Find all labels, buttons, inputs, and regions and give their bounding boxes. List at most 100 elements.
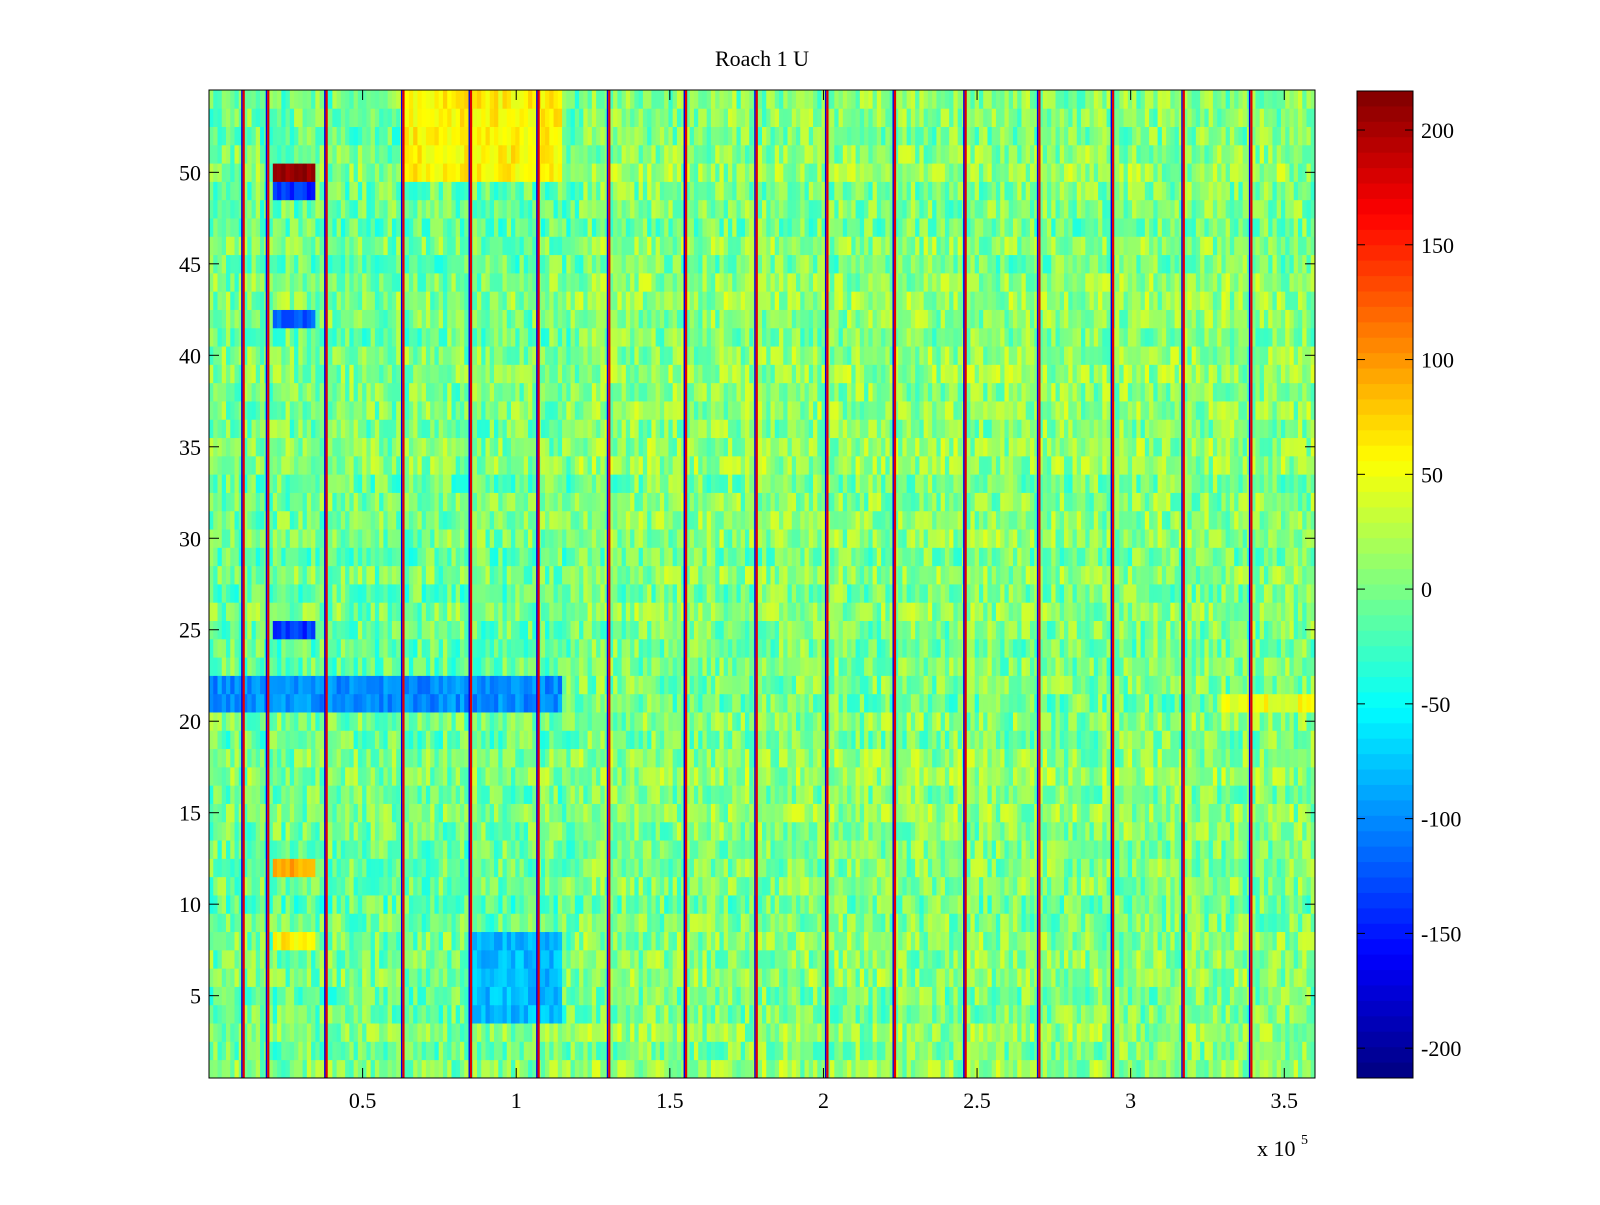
heat-cell [1000, 986, 1005, 1006]
heat-cell [583, 968, 588, 987]
heat-cell [910, 858, 916, 878]
heat-cell [702, 1004, 708, 1024]
heat-cell [864, 986, 869, 1006]
heat-cell [281, 986, 286, 1006]
heat-cell [689, 949, 695, 969]
heat-cell [391, 913, 397, 933]
heat-cell [647, 913, 652, 933]
heat-cell [727, 931, 733, 951]
heat-cell [1012, 1059, 1018, 1079]
heat-cell [779, 1004, 784, 1024]
heat-cell [634, 949, 640, 969]
heat-cell [1140, 858, 1146, 878]
heat-cell [209, 876, 214, 896]
heat-cell [970, 748, 976, 768]
heat-cell [659, 766, 665, 786]
heat-cell [362, 1023, 367, 1042]
heat-cell [1064, 876, 1069, 896]
heat-cell [1021, 1041, 1027, 1061]
heat-cell [311, 968, 316, 987]
heat-cell [396, 840, 401, 859]
heat-cell [532, 858, 537, 878]
heat-cell [1038, 1041, 1044, 1061]
heat-cell [570, 730, 576, 750]
heat-cell [851, 876, 856, 896]
heat-cell [1076, 986, 1082, 1006]
heat-cell [710, 1004, 716, 1024]
heat-cell [1289, 913, 1295, 933]
heat-cell [1025, 895, 1031, 914]
heat-cell [1115, 821, 1120, 841]
heat-cell [1085, 949, 1090, 969]
heat-cell [813, 986, 818, 1006]
heat-cell [387, 876, 393, 896]
heat-cell [557, 968, 563, 987]
heat-cell [1106, 803, 1112, 823]
heat-cell [1029, 949, 1035, 969]
heat-cell [357, 766, 363, 786]
heat-cell [800, 949, 805, 969]
heat-cell [830, 840, 835, 859]
heat-cell [209, 1041, 214, 1061]
heat-cell [332, 986, 338, 1006]
heat-cell [664, 858, 669, 878]
heat-cell [932, 895, 937, 914]
heat-cell [1187, 1059, 1193, 1079]
heat-cell [1072, 1059, 1078, 1079]
heat-cell [1297, 913, 1303, 933]
heat-cell [566, 785, 571, 804]
heat-cell [1153, 949, 1158, 969]
heat-cell [1251, 730, 1256, 750]
heat-cell [1200, 1004, 1205, 1024]
heat-cell [966, 986, 971, 1006]
heat-cell [421, 766, 427, 786]
heat-cell [332, 785, 338, 804]
heat-cell [1076, 913, 1082, 933]
heat-cell [1093, 748, 1099, 768]
heat-cell [689, 840, 695, 859]
heat-cell [847, 968, 852, 987]
heat-cell [842, 968, 848, 987]
heat-cell [1102, 876, 1107, 896]
heat-cell [1059, 803, 1065, 823]
heat-cell [1004, 1059, 1010, 1079]
heat-cell [230, 913, 235, 933]
heat-cell [898, 949, 903, 969]
heat-cell [919, 949, 925, 969]
heat-cell [787, 858, 793, 878]
heat-cell [1127, 785, 1133, 804]
heat-cell [268, 913, 274, 933]
heat-cell [540, 1059, 546, 1079]
heat-cell [434, 949, 440, 969]
heat-cell [481, 730, 486, 750]
heat-cell [506, 840, 512, 859]
heat-cell [1025, 858, 1031, 878]
heat-cell [281, 949, 286, 969]
heat-cell [949, 1004, 954, 1024]
heat-cell [1208, 1059, 1214, 1079]
heat-cell [366, 1023, 372, 1042]
heat-cell [234, 712, 240, 731]
heat-cell [1123, 858, 1129, 878]
heat-cell [1021, 803, 1027, 823]
heat-cell [1285, 949, 1290, 969]
heat-cell [1123, 986, 1129, 1006]
heat-cell [1064, 785, 1069, 804]
heat-cell [651, 1004, 657, 1024]
heat-cell [983, 986, 988, 1006]
heat-cell [749, 895, 754, 914]
heat-cell [545, 858, 550, 878]
heat-cell [851, 931, 856, 951]
heat-cell [1085, 931, 1090, 951]
heat-cell [736, 931, 742, 951]
heat-cell [345, 1023, 350, 1042]
heat-cell [447, 986, 452, 1006]
heat-cell [1021, 931, 1027, 951]
heat-cell [404, 712, 410, 731]
heat-cell [1280, 1023, 1286, 1042]
heat-cell [702, 895, 708, 914]
heat-cell [1263, 748, 1269, 768]
heat-cell [830, 766, 835, 786]
heat-cell [387, 895, 393, 914]
